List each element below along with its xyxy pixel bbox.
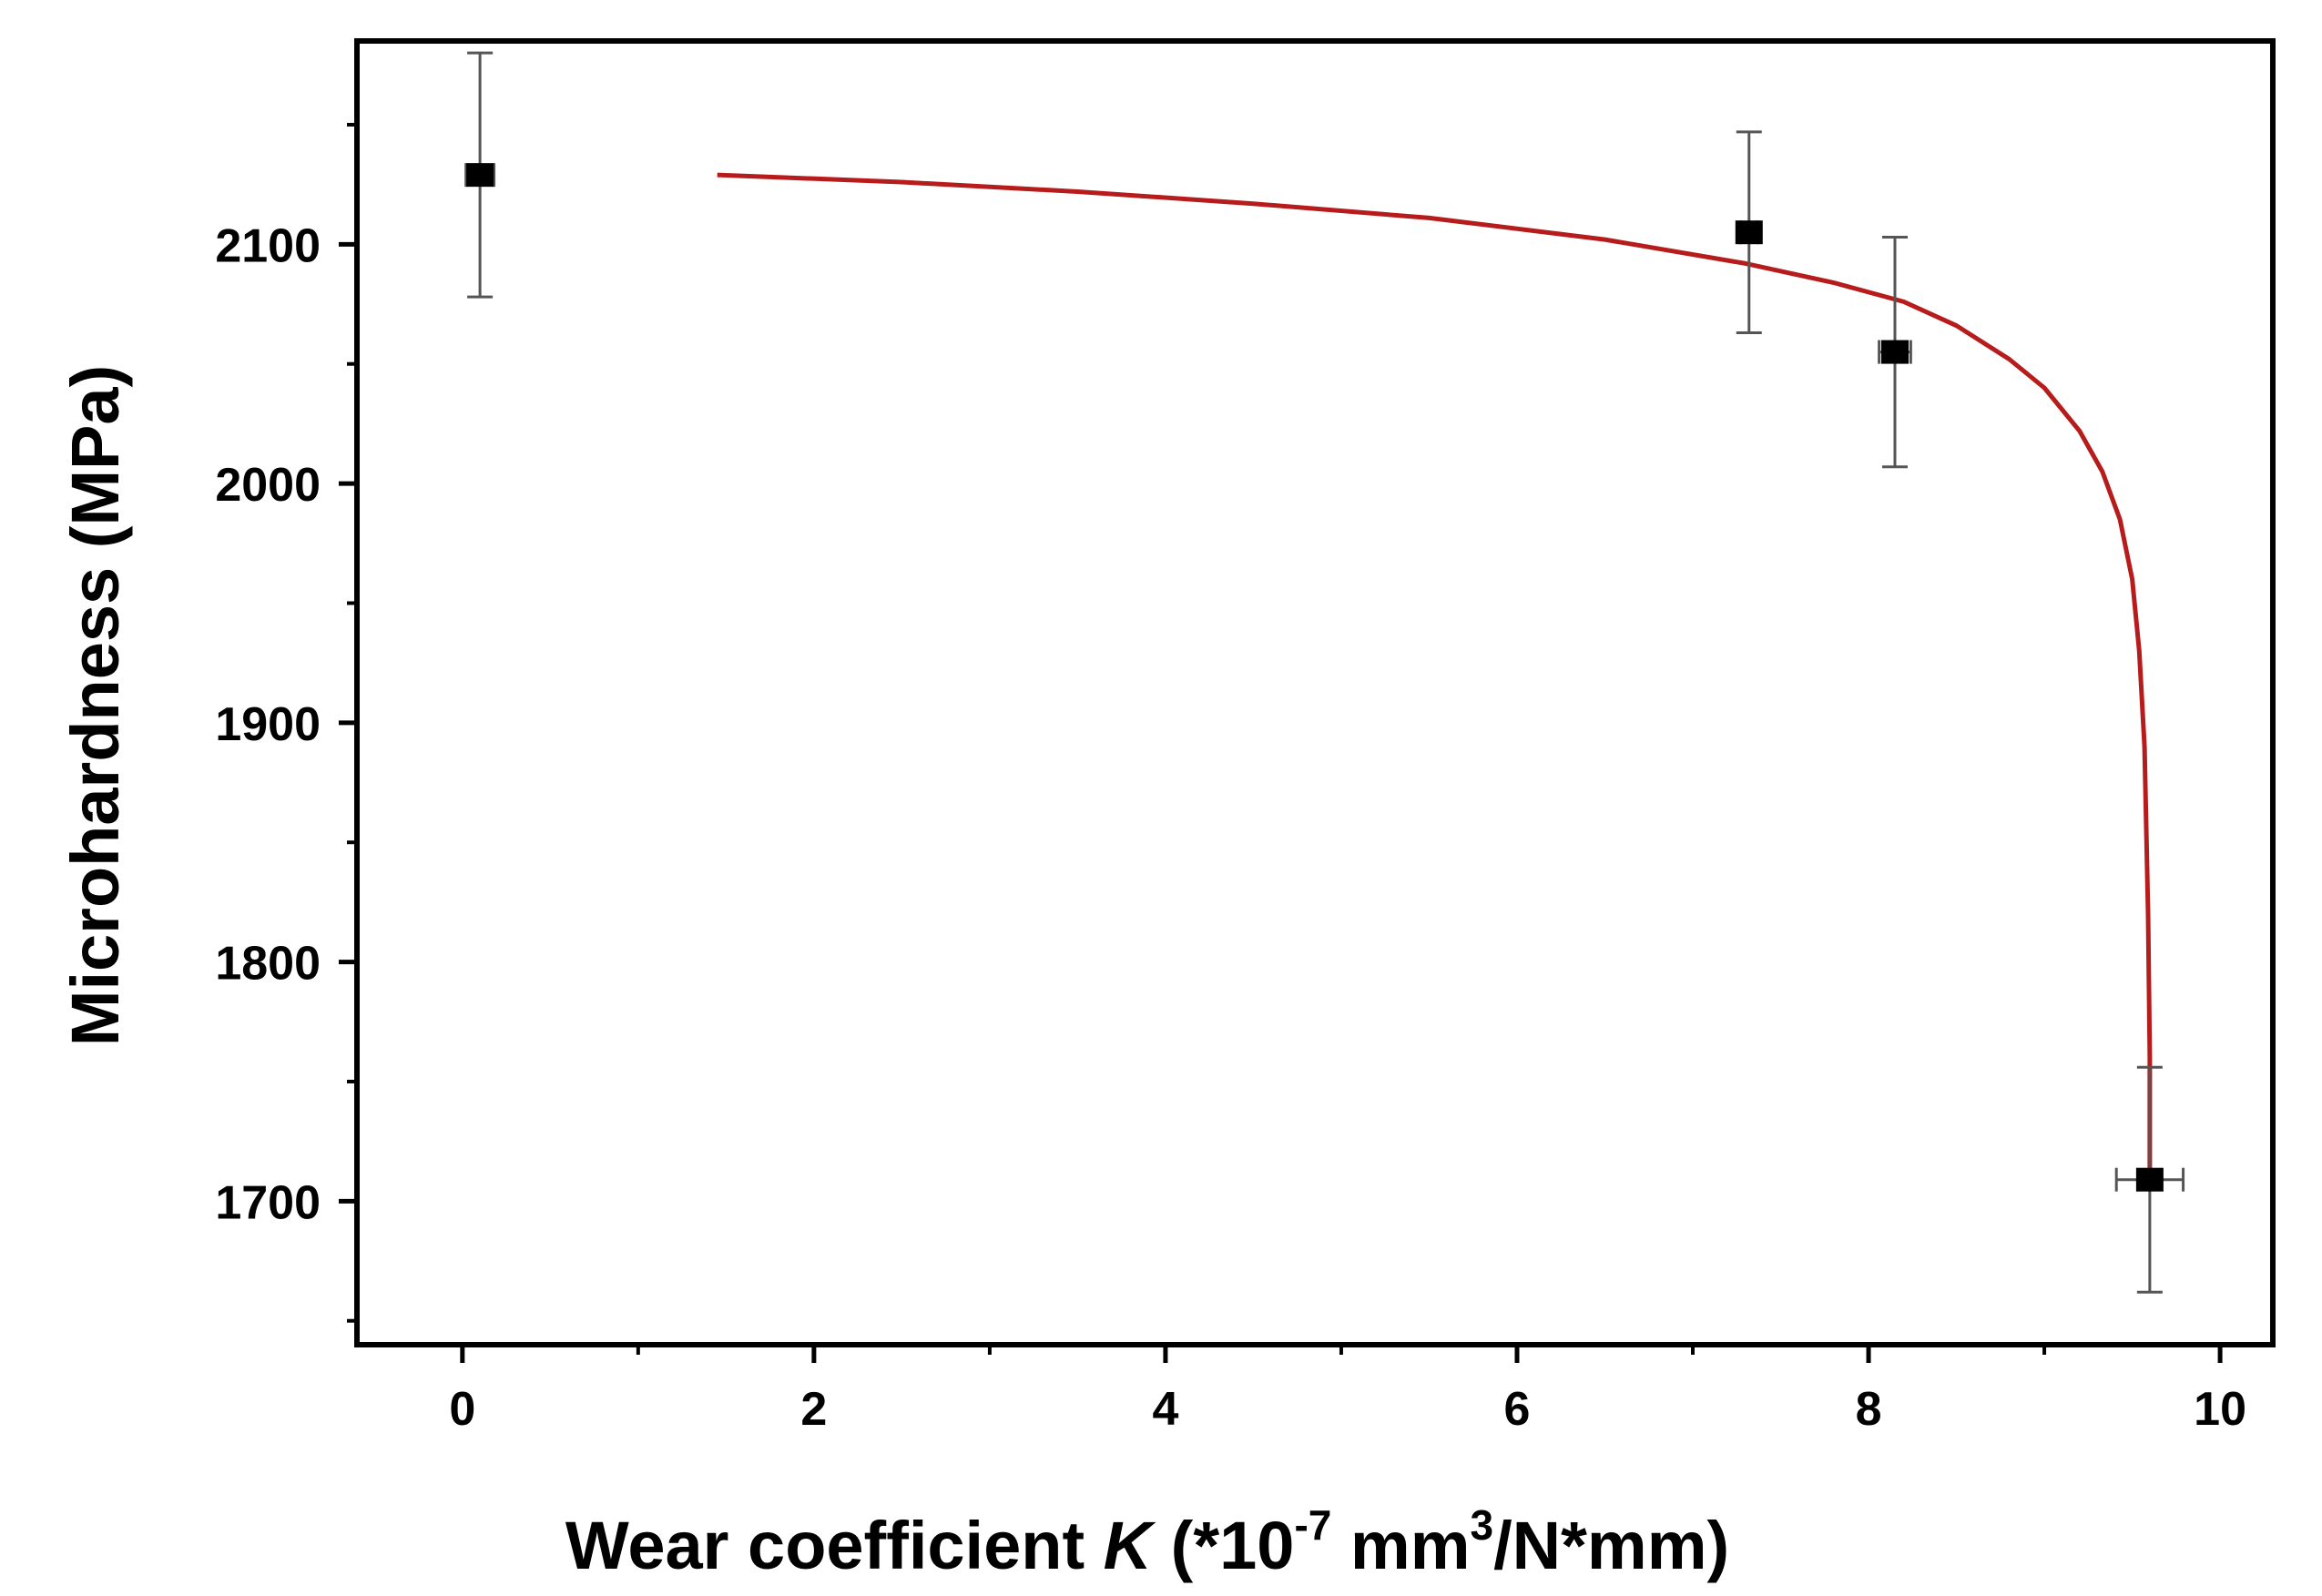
x-axis-title-unit-open: (*10 [1152,1508,1294,1583]
fit-curve-layer [717,172,2153,1180]
x-axis-title-symbol: K [1104,1508,1156,1583]
data-points-layer [464,51,2185,1294]
x-axis: 0 2 4 6 8 10 [449,1345,2246,1436]
y-tick-label: 2100 [215,219,321,272]
x-tick-label: 8 [1856,1383,1882,1436]
x-axis-title-exponent: -7 [1294,1501,1331,1549]
y-tick-label: 1900 [215,698,321,751]
x-axis-title-superscript: 3 [1471,1501,1494,1549]
x-axis-title-prefix: Wear coefficient [565,1508,1104,1583]
x-tick-label: 4 [1152,1383,1178,1436]
x-tick-label: 6 [1504,1383,1531,1436]
y-tick-label: 1800 [215,938,321,991]
data-point-marker [466,163,494,188]
x-axis-title: Wear coefficient K (*10-7 mm3/N*mm) [565,1501,1729,1583]
data-point-marker [1880,340,1909,364]
y-tick-label: 1700 [215,1176,321,1229]
x-axis-title-unit-mid: mm [1331,1508,1470,1583]
x-axis-title-unit-close: /N*mm) [1493,1508,1729,1583]
y-tick-label: 2000 [215,459,321,512]
data-point-marker [1735,220,1763,245]
y-axis-title: Microhardness (MPa) [57,365,133,1046]
plot-area-frame [354,38,2276,1347]
fit-curve-line [717,172,2153,1180]
x-tick-label: 10 [2194,1383,2246,1436]
x-tick-label: 2 [800,1383,827,1436]
data-point-marker [2135,1167,2164,1192]
x-tick-label: 0 [449,1383,475,1436]
y-axis: 1700 1800 1900 2000 2100 [215,122,357,1323]
